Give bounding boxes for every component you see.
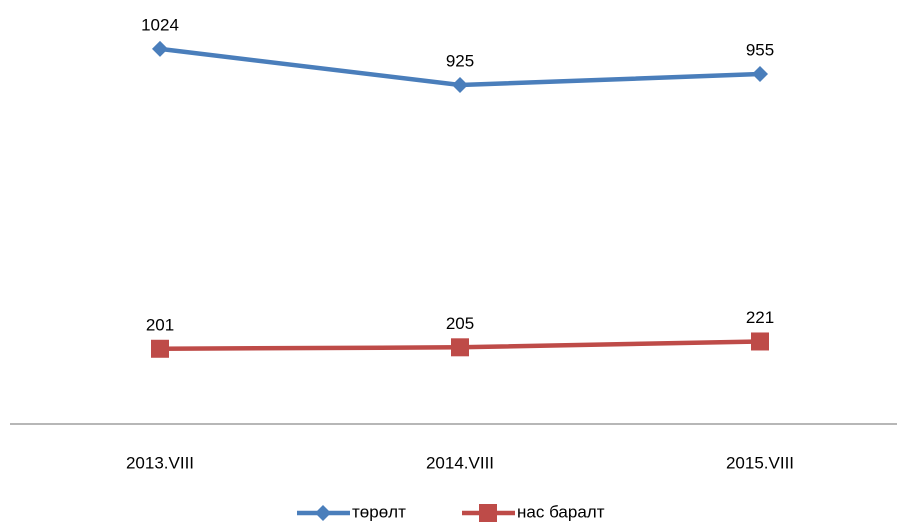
x-tick-label: 2015.VIII bbox=[726, 453, 794, 472]
marker bbox=[751, 332, 769, 351]
marker bbox=[152, 40, 168, 57]
marker bbox=[752, 66, 768, 83]
legend-label: нас баралт bbox=[517, 502, 605, 521]
marker bbox=[479, 504, 497, 522]
x-tick-label: 2014.VIII bbox=[426, 453, 494, 472]
data-label: 205 bbox=[446, 314, 474, 333]
marker bbox=[451, 338, 469, 357]
legend-label: төрөлт bbox=[352, 502, 406, 521]
data-label: 221 bbox=[746, 308, 774, 327]
data-label: 955 bbox=[746, 41, 774, 60]
marker bbox=[315, 505, 331, 521]
data-label: 1024 bbox=[141, 15, 179, 34]
marker bbox=[452, 76, 468, 93]
marker bbox=[151, 339, 169, 358]
data-label: 925 bbox=[446, 51, 474, 70]
data-label: 201 bbox=[146, 315, 174, 334]
x-tick-label: 2013.VIII bbox=[126, 453, 194, 472]
